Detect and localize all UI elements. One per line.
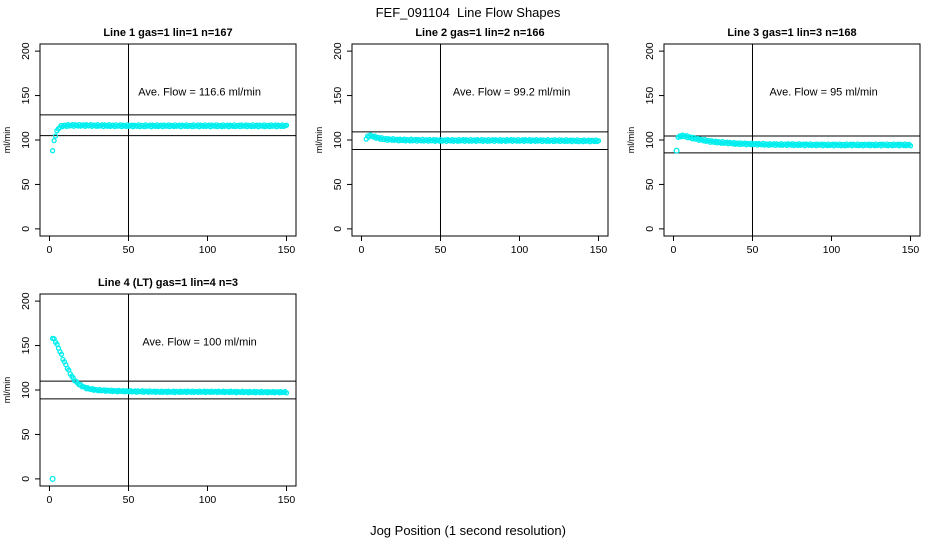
x-tick-label: 0 — [671, 244, 677, 256]
x-tick-label: 50 — [435, 244, 447, 256]
outlier-point — [49, 475, 56, 482]
flow-data-points — [49, 121, 290, 154]
y-tick-label: 200 — [644, 42, 656, 60]
x-tick-label: 150 — [902, 244, 920, 256]
tick-labels: 0 50 100 150 0 50 100 150 200 — [20, 42, 295, 256]
x-tick-label: 100 — [823, 244, 841, 256]
axes — [659, 43, 921, 241]
y-tick-label: 150 — [20, 87, 32, 105]
y-axis-label: ml/min — [314, 127, 324, 154]
reference-lines — [664, 44, 920, 236]
axes — [347, 43, 609, 241]
y-tick-label: 50 — [332, 178, 344, 190]
panel-cell-0-1: 0 50 100 150 0 50 100 150 200 ml/min Line 2 gas=1 … — [312, 24, 624, 274]
y-tick-label: 150 — [644, 87, 656, 105]
tick-labels: 0 50 100 150 0 50 100 150 200 — [20, 292, 295, 506]
y-tick-label: 50 — [20, 428, 32, 440]
x-axis-shared-label: Jog Position (1 second resolution) — [370, 523, 566, 538]
y-axis-label: ml/min — [2, 127, 12, 154]
x-tick-label: 150 — [278, 244, 296, 256]
x-tick-label: 0 — [359, 244, 365, 256]
flow-data-points — [673, 132, 914, 154]
y-tick-label: 150 — [20, 337, 32, 355]
y-tick-label: 0 — [20, 226, 32, 232]
y-tick-label: 100 — [20, 131, 32, 149]
panel-title: Line 2 gas=1 lin=2 n=166 — [415, 27, 544, 39]
chart-grid: 0 50 100 150 0 50 100 150 200 ml/min Line 1 gas=1 … — [0, 24, 936, 524]
y-tick-label: 0 — [20, 476, 32, 482]
panel-title: Line 3 gas=1 lin=3 n=168 — [727, 27, 856, 39]
x-tick-label: 50 — [747, 244, 759, 256]
y-tick-label: 200 — [20, 292, 32, 310]
x-tick-label: 50 — [123, 494, 135, 506]
panel-cell-0-2: 0 50 100 150 0 50 100 150 200 ml/min Line 3 gas=1 … — [624, 24, 936, 274]
y-tick-label: 200 — [332, 42, 344, 60]
y-tick-label: 100 — [332, 131, 344, 149]
flow-data-points — [363, 132, 602, 145]
ave-flow-annotation: Ave. Flow = 95 ml/min — [769, 87, 877, 99]
panel-cell-1-2 — [624, 274, 936, 524]
y-tick-label: 150 — [332, 87, 344, 105]
x-tick-label: 100 — [199, 494, 217, 506]
ave-flow-annotation: Ave. Flow = 116.6 ml/min — [138, 87, 261, 99]
x-tick-label: 0 — [47, 244, 53, 256]
x-tick-label: 150 — [278, 494, 296, 506]
axes — [35, 293, 297, 491]
flow-panel-1: 0 50 100 150 0 50 100 150 200 ml/min Line 1 gas=1 … — [2, 27, 297, 256]
panel-title: Line 1 gas=1 lin=1 n=167 — [103, 27, 232, 39]
flow-data-points — [49, 335, 290, 482]
outlier-point — [673, 147, 680, 154]
y-tick-label: 200 — [20, 42, 32, 60]
y-tick-label: 50 — [644, 178, 656, 190]
panel-title: Line 4 (LT) gas=1 lin=4 n=3 — [98, 277, 238, 289]
panel-cell-0-0: 0 50 100 150 0 50 100 150 200 ml/min Line 1 gas=1 … — [0, 24, 312, 274]
tick-labels: 0 50 100 150 0 50 100 150 200 — [644, 42, 919, 256]
ave-flow-annotation: Ave. Flow = 100 ml/min — [142, 337, 256, 349]
panel-cell-1-1 — [312, 274, 624, 524]
y-tick-label: 50 — [20, 178, 32, 190]
y-tick-label: 0 — [644, 226, 656, 232]
reference-lines — [40, 44, 296, 236]
x-tick-label: 100 — [511, 244, 529, 256]
flow-panel-2: 0 50 100 150 0 50 100 150 200 ml/min Line 2 gas=1 … — [314, 27, 609, 256]
x-tick-label: 100 — [199, 244, 217, 256]
flow-panel-4: 0 50 100 150 0 50 100 150 200 ml/min Line 4 (LT) g… — [2, 277, 297, 506]
y-axis-label: ml/min — [2, 377, 12, 404]
panel-cell-1-0: 0 50 100 150 0 50 100 150 200 ml/min Line 4 (LT) g… — [0, 274, 312, 524]
tick-labels: 0 50 100 150 0 50 100 150 200 — [332, 42, 607, 256]
y-axis-label: ml/min — [626, 127, 636, 154]
y-tick-label: 100 — [20, 381, 32, 399]
ave-flow-annotation: Ave. Flow = 99.2 ml/min — [453, 87, 570, 99]
y-tick-label: 100 — [644, 131, 656, 149]
axes — [35, 43, 297, 241]
x-tick-label: 50 — [123, 244, 135, 256]
flow-panel-3: 0 50 100 150 0 50 100 150 200 ml/min Line 3 gas=1 … — [626, 27, 921, 256]
page-title: FEF_091104 Line Flow Shapes — [375, 5, 561, 20]
x-tick-label: 0 — [47, 494, 53, 506]
y-tick-label: 0 — [332, 226, 344, 232]
x-tick-label: 150 — [590, 244, 608, 256]
